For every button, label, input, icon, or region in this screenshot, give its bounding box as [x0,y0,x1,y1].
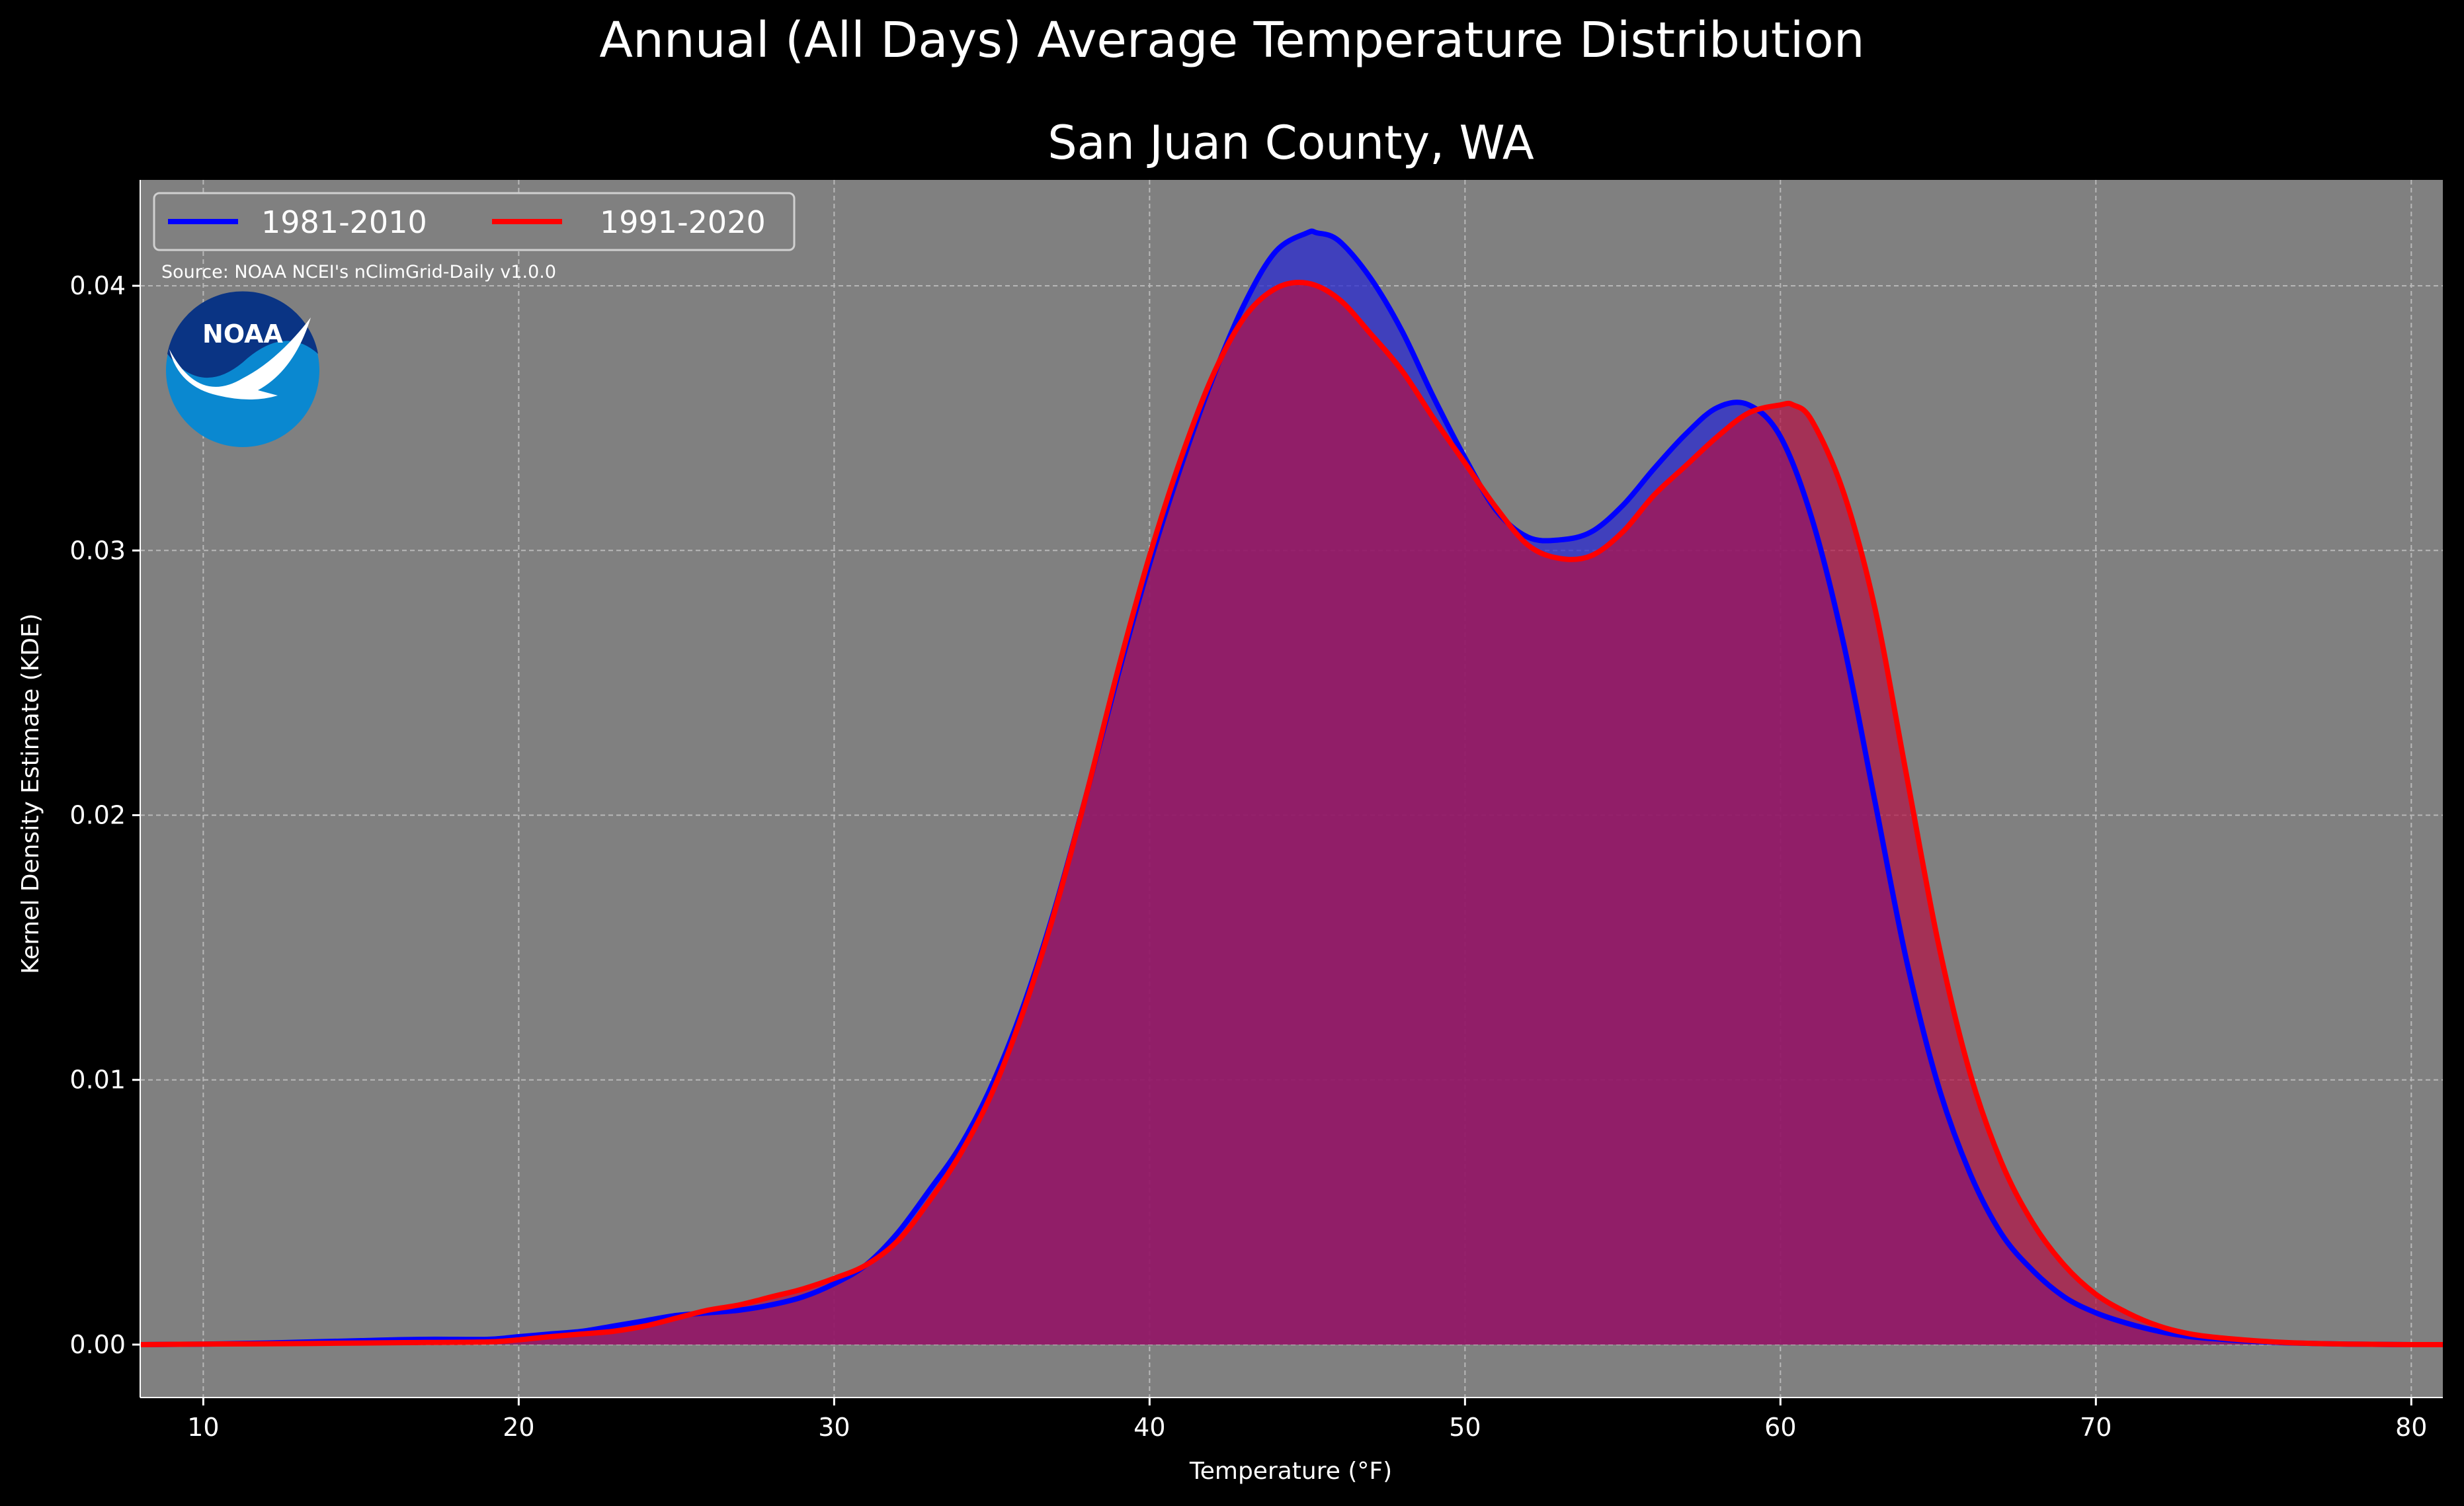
x-tick-label: 40 [1133,1413,1165,1442]
y-axis-label: Kernel Density Estimate (KDE) [17,613,44,974]
source-note: Source: NOAA NCEI's nClimGrid-Daily v1.0… [161,262,556,282]
x-tick-label: 50 [1449,1413,1481,1442]
x-tick-label: 70 [2080,1413,2112,1442]
x-tick-label: 30 [818,1413,850,1442]
chart-suptitle: Annual (All Days) Average Temperature Di… [599,12,1864,69]
x-tick-label: 60 [1764,1413,1796,1442]
series-area-1991-2020 [140,282,2443,1345]
y-tick-label: 0.00 [69,1330,126,1359]
y-tick-label: 0.02 [69,801,126,830]
legend-label-1991-2020: 1991-2020 [600,204,766,240]
noaa-logo-gull-icon [169,317,311,399]
legend-box [153,192,796,251]
legend-label-1981-2010: 1981-2010 [261,204,427,240]
noaa-logo-sky [167,291,318,378]
axes: 10 20 30 40 50 60 70 80 0.00 0.01 0.02 0.03 0.04 [69,180,2443,1442]
y-tick-label: 0.04 [69,271,126,300]
x-tick-label: 20 [503,1413,534,1442]
x-axis-label: Temperature (°F) [1189,1458,1392,1485]
series-line-1991-2020 [140,279,2443,1348]
x-tick-label: 80 [2395,1413,2427,1442]
series-fills [140,231,2443,1345]
x-tick-label: 10 [187,1413,219,1442]
y-tick-label: 0.03 [69,536,126,565]
series-lines [140,228,2443,1348]
legend: 1981-2010 1991-2020 [153,192,796,251]
y-tick-label: 0.01 [69,1066,126,1095]
noaa-logo-text: NOAA [202,319,283,349]
noaa-logo: NOAA [166,291,319,447]
chart-title: San Juan County, WA [1047,116,1534,170]
